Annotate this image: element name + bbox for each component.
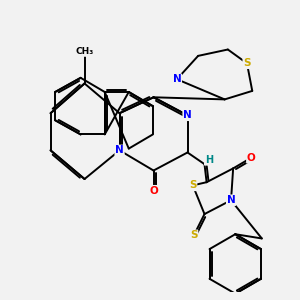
Text: S: S [243, 58, 251, 68]
Text: N: N [183, 110, 192, 120]
Text: CH₃: CH₃ [75, 47, 94, 56]
Text: O: O [247, 153, 256, 163]
Text: N: N [115, 146, 124, 155]
Text: H: H [205, 155, 213, 165]
Text: N: N [227, 195, 236, 205]
Text: N: N [172, 74, 181, 84]
Text: O: O [149, 186, 158, 196]
Text: S: S [190, 230, 198, 240]
Text: S: S [189, 180, 196, 190]
